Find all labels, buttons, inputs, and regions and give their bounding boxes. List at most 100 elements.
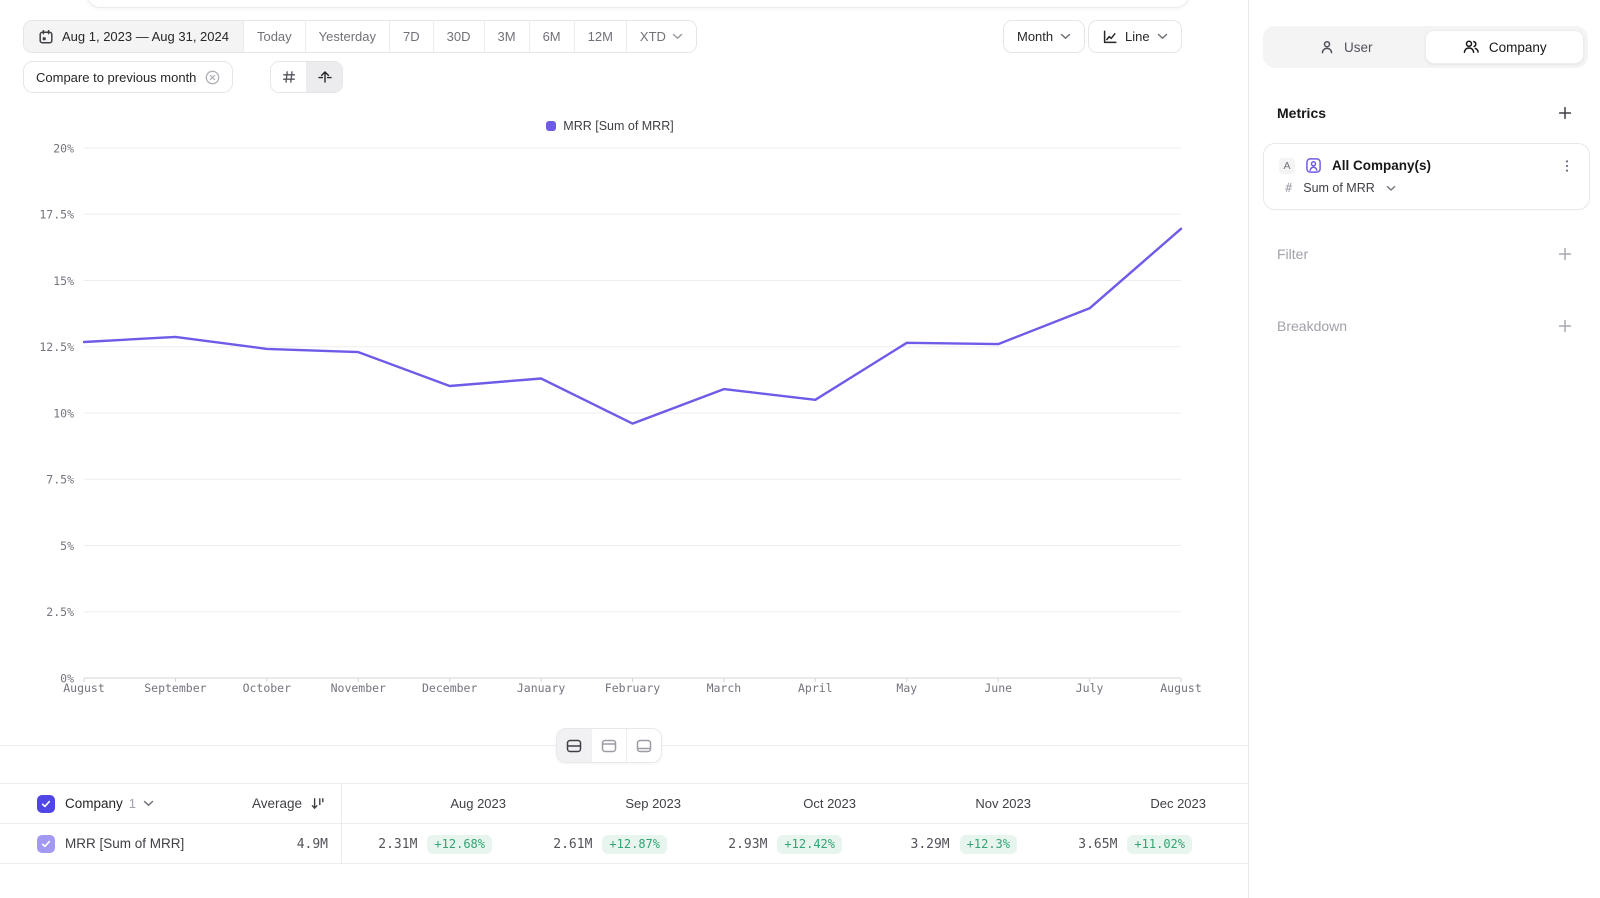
line-chart-icon — [1102, 29, 1118, 45]
company-badge-icon — [1305, 157, 1322, 174]
table-cell: 2.93M +12.42% — [691, 824, 866, 864]
table-row[interactable]: MRR [Sum of MRR] — [0, 824, 1249, 864]
legend-swatch — [546, 121, 557, 131]
compare-chip[interactable]: Compare to previous month — [23, 61, 234, 93]
arrow-up-annotation-icon — [317, 69, 333, 85]
chart-legend[interactable]: MRR [Sum of MRR] — [0, 119, 1220, 133]
quick-range-3m[interactable]: 3M — [484, 21, 530, 52]
config-sidebar: User Company Metrics A — [1250, 0, 1600, 898]
quick-range-today[interactable]: Today — [243, 21, 306, 52]
date-range-toolbar: Aug 1, 2023 — Aug 31, 2024 Today Yesterda… — [23, 20, 697, 53]
chevron-down-icon — [672, 33, 683, 40]
x-tick-label: January — [517, 681, 566, 695]
quick-range-yesterday[interactable]: Yesterday — [305, 21, 391, 52]
cell-value: 2.93M — [728, 836, 768, 852]
y-tick-label: 5% — [60, 539, 74, 553]
x-tick-label: March — [707, 681, 742, 695]
layout-split-button[interactable] — [557, 729, 592, 762]
gridlines-button[interactable] — [271, 62, 307, 92]
cell-value: 2.31M — [378, 836, 418, 852]
y-tick-label: 12.5% — [39, 340, 74, 354]
annotations-button[interactable] — [307, 62, 342, 92]
table-cell: 2.61M +12.87% — [516, 824, 691, 864]
row-checkbox[interactable] — [37, 834, 55, 853]
metric-aggregation-selector[interactable]: # Sum of MRR — [1264, 174, 1589, 195]
x-tick-label: October — [243, 681, 292, 695]
compare-label: Compare to previous month — [36, 69, 197, 85]
breakdown-section-header: Breakdown — [1277, 318, 1573, 334]
breakdown-heading: Breakdown — [1277, 318, 1348, 334]
add-breakdown-button[interactable] — [1557, 318, 1573, 334]
x-tick-label: December — [422, 681, 477, 695]
chart-panel: Aug 1, 2023 — Aug 31, 2024 Today Yesterda… — [0, 0, 1249, 898]
x-tick-label: September — [144, 681, 206, 695]
chevron-down-icon — [1060, 33, 1071, 40]
mrr-series-line[interactable] — [82, 227, 1183, 425]
quick-range-buttons: Today Yesterday 7D 30D 3M 6M 12M — [243, 21, 627, 52]
y-tick-label: 7.5% — [46, 473, 74, 487]
average-value: 4.9M — [296, 836, 328, 852]
card-above-edge — [85, 0, 1191, 8]
quick-range-12m[interactable]: 12M — [574, 21, 627, 52]
close-circle-icon[interactable] — [205, 70, 220, 85]
quick-range-30d[interactable]: 30D — [433, 21, 485, 52]
month-column-header[interactable]: Dec 2023 — [1150, 796, 1206, 811]
table-cell: 3.29M +12.3% — [866, 824, 1041, 864]
select-all-checkbox[interactable] — [37, 794, 55, 813]
filter-heading: Filter — [1277, 246, 1309, 262]
metric-row-label: MRR [Sum of MRR] — [65, 836, 185, 851]
layout-top-icon — [600, 737, 618, 755]
layout-bottom-icon — [635, 737, 653, 755]
line-chart[interactable]: 0% 2.5% 5% 7.5% 10% 12.5% 15% 17.5% 20% August Sep… — [0, 140, 1249, 705]
month-column-header[interactable]: Aug 2023 — [450, 796, 506, 811]
y-tick-label: 17.5% — [39, 208, 74, 222]
quick-range-6m[interactable]: 6M — [529, 21, 575, 52]
chevron-down-icon — [1157, 33, 1168, 40]
month-column-header[interactable]: Oct 2023 — [803, 796, 856, 811]
entity-toggle: User Company — [1263, 26, 1588, 68]
granularity-label: Month — [1017, 29, 1054, 44]
breakdown-table: Company 1 Average Aug 2023 Sep 2023 Oct 20… — [0, 783, 1249, 898]
chevron-down-icon[interactable] — [143, 800, 154, 807]
toggle-company[interactable]: Company — [1424, 30, 1584, 64]
metric-card-header: A All Company(s) — [1264, 144, 1589, 174]
growth-badge: +12.87% — [602, 834, 667, 854]
cell-value: 3.65M — [1078, 836, 1118, 852]
quick-range-7d[interactable]: 7D — [390, 21, 434, 52]
metric-card[interactable]: A All Company(s) # Sum of MRR — [1263, 143, 1590, 210]
legend-label: MRR [Sum of MRR] — [563, 119, 674, 133]
kebab-menu-icon[interactable] — [1559, 158, 1575, 174]
toggle-user[interactable]: User — [1267, 30, 1425, 64]
layout-split-icon — [565, 737, 583, 755]
month-column-header[interactable]: Sep 2023 — [625, 796, 681, 811]
panel-layout-toggle — [556, 728, 662, 763]
layout-bottom-button[interactable] — [627, 729, 661, 762]
xtd-button[interactable]: XTD — [626, 21, 696, 52]
growth-badge: +11.02% — [1127, 834, 1192, 854]
date-range-button[interactable]: Aug 1, 2023 — Aug 31, 2024 — [24, 21, 244, 52]
aggregation-label: Sum of MRR — [1303, 181, 1375, 195]
layout-top-button[interactable] — [592, 729, 627, 762]
add-filter-button[interactable] — [1557, 246, 1573, 262]
sort-icon[interactable] — [310, 796, 325, 811]
growth-badge: +12.42% — [777, 834, 842, 854]
entity-column-header[interactable]: Company — [65, 796, 123, 811]
metric-series-badge: A — [1279, 157, 1295, 174]
growth-badge: +12.3% — [959, 834, 1017, 854]
granularity-button[interactable]: Month — [1003, 20, 1086, 53]
average-column-header[interactable]: Average — [180, 783, 325, 824]
entity-count: 1 — [128, 796, 137, 811]
grid-hash-icon — [281, 69, 297, 85]
add-metric-button[interactable] — [1557, 105, 1573, 121]
y-tick-label: 2.5% — [46, 605, 74, 619]
y-tick-label: 20% — [53, 141, 74, 155]
cell-value: 3.29M — [910, 836, 950, 852]
table-cell: 2.31M +12.68% — [341, 824, 516, 864]
average-label: Average — [251, 796, 302, 811]
chart-options-group — [270, 61, 343, 93]
chart-type-button[interactable]: Line — [1088, 20, 1182, 53]
month-column-header[interactable]: Nov 2023 — [975, 796, 1031, 811]
x-tick-label: February — [605, 681, 660, 695]
metrics-section-header: Metrics — [1277, 105, 1573, 121]
